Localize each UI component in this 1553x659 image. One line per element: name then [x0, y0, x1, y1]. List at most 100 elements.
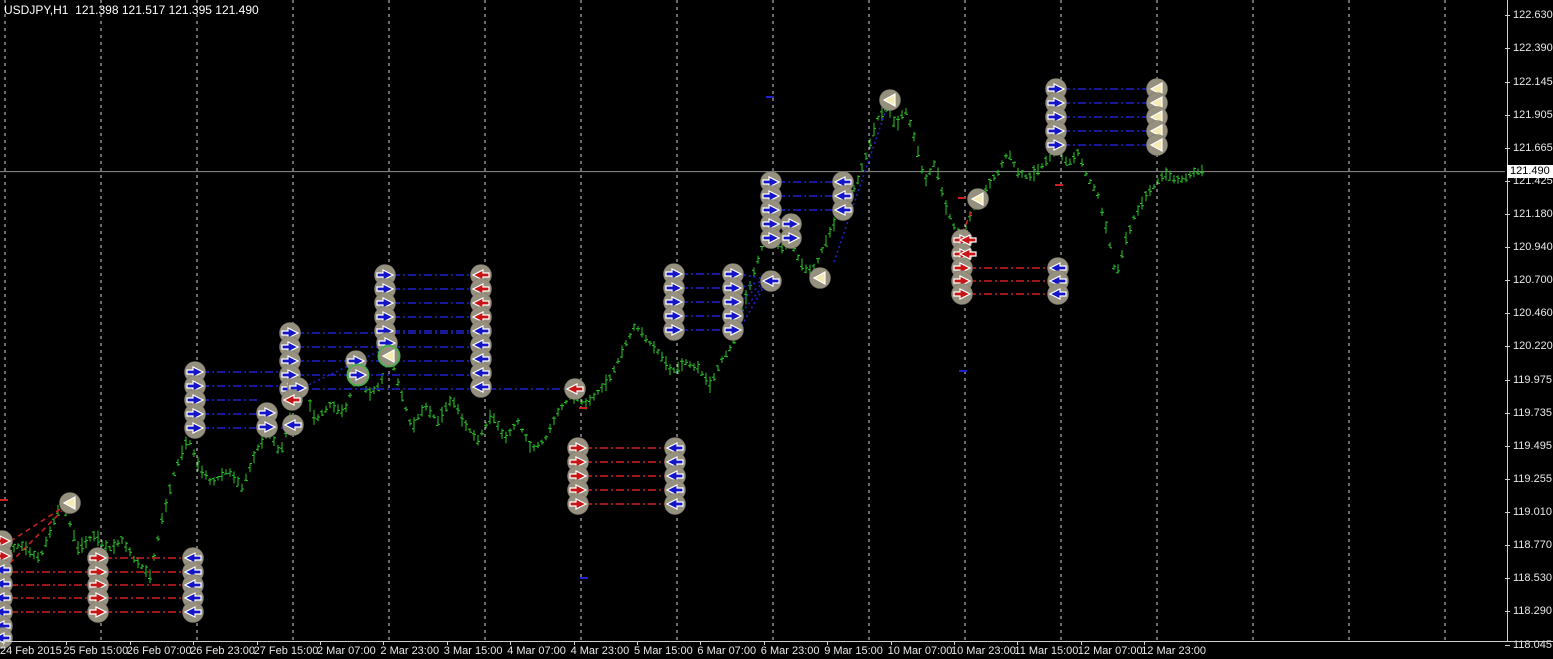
trade-marker-red-left[interactable]: [958, 248, 977, 260]
blue-right-arrow-icon: [762, 190, 781, 202]
trade-marker-yellow-left[interactable]: [377, 344, 401, 368]
time-axis-label: 25 Feb 15:00: [63, 645, 129, 657]
price-axis-label: 122.630: [1513, 9, 1553, 21]
blue-right-arrow-icon: [258, 421, 277, 433]
trade-marker-red-right[interactable]: [87, 601, 109, 623]
trade-marker-blue-right[interactable]: [256, 416, 278, 438]
trade-marker-red-left[interactable]: [281, 389, 303, 411]
trade-marker-blue-left[interactable]: [1047, 283, 1069, 305]
blue-left-arrow-icon: [665, 470, 684, 482]
red-right-arrow-icon: [953, 262, 972, 274]
trade-marker-blue-left[interactable]: [282, 414, 304, 436]
blue-left-arrow-icon: [183, 552, 202, 564]
blue-right-arrow-icon: [762, 218, 781, 230]
blue-left-arrow-icon: [665, 498, 684, 510]
trade-marker-red-right[interactable]: [567, 493, 589, 515]
trade-marker-yellow-left[interactable]: [809, 267, 831, 289]
price-axis-tick: [1505, 180, 1510, 182]
blue-left-arrow-icon: [833, 176, 852, 188]
price-axis-label: 120.940: [1513, 241, 1553, 254]
price-axis-tick: [1505, 214, 1510, 216]
trade-marker-blue-right[interactable]: [780, 227, 802, 249]
blue-right-arrow-icon: [782, 218, 801, 230]
trade-marker-blue-left[interactable]: [470, 376, 492, 398]
red-right-arrow-icon: [89, 552, 108, 564]
blue-right-arrow-icon: [186, 394, 205, 406]
blue-left-arrow-icon: [1048, 262, 1067, 274]
yellow-left-arrow-icon: [381, 348, 395, 364]
symbol-timeframe-label: USDJPY,H1: [4, 3, 69, 17]
price-bars: [0, 103, 1204, 584]
trade-marker-blue-left[interactable]: [832, 199, 854, 221]
time-axis-label: 6 Mar 07:00: [697, 645, 757, 657]
time-axis-label: 11 Mar 15:00: [1014, 645, 1079, 657]
blue-right-arrow-icon: [281, 327, 300, 339]
trade-marker-blue-left[interactable]: [760, 270, 782, 292]
trade-marker-blue-right[interactable]: [184, 417, 206, 439]
trade-marker-yellow-left[interactable]: [59, 492, 81, 514]
time-axis-label: 6 Mar 23:00: [760, 645, 820, 657]
time-axis-label: 12 Mar 07:00: [1077, 645, 1143, 657]
time-axis-tick: [129, 641, 131, 645]
red-right-arrow-icon: [569, 484, 588, 496]
trade-marker-yellow-left[interactable]: [879, 89, 901, 111]
blue-right-arrow-icon: [186, 422, 205, 434]
trade-marker-blue-right[interactable]: [663, 319, 685, 341]
red-right-arrow-icon: [953, 275, 972, 287]
trade-marker-blue-right[interactable]: [760, 227, 782, 249]
trade-marker-yellow-left[interactable]: [1146, 134, 1168, 156]
trade-marker-red-right[interactable]: [951, 283, 973, 305]
yellow-left-arrow-icon: [882, 92, 896, 108]
trade-line-red[interactable]: [2, 507, 63, 547]
time-axis-tick: [446, 641, 448, 645]
trade-line-blue[interactable]: [738, 281, 767, 317]
trade-marker-yellow-left[interactable]: [967, 188, 989, 210]
blue-right-arrow-icon: [724, 310, 743, 322]
red-right-arrow-icon: [89, 566, 108, 578]
blue-right-arrow-icon: [186, 366, 205, 378]
blue-right-arrow-icon: [376, 283, 395, 295]
price-axis-label: 120.460: [1513, 307, 1553, 320]
trade-marker-blue-right[interactable]: [1045, 134, 1067, 156]
trade-marker-red-left[interactable]: [958, 234, 977, 246]
blue-left-arrow-icon: [183, 592, 202, 604]
blue-right-arrow-icon: [1047, 83, 1066, 95]
trade-marker-red-left[interactable]: [564, 378, 586, 400]
trade-marker-blue-left[interactable]: [664, 493, 686, 515]
trade-marker-blue-left[interactable]: [182, 601, 204, 623]
trade-marker-blue-right[interactable]: [722, 319, 744, 341]
red-left-arrow-icon: [471, 269, 490, 281]
trade-line-red[interactable]: [961, 205, 975, 234]
price-axis-label: 122.390: [1513, 41, 1553, 54]
blue-right-arrow-icon: [782, 232, 801, 244]
blue-right-arrow-icon: [665, 282, 684, 294]
time-axis-tick: [256, 641, 258, 645]
price-axis-label: 121.180: [1513, 208, 1553, 221]
time-axis-tick: [1080, 641, 1082, 645]
time-axis-tick: [763, 641, 765, 645]
red-right-arrow-icon: [569, 470, 588, 482]
time-axis[interactable]: 24 Feb 2015 25 Feb 15:00 26 Feb 07:00 26 Fe…: [0, 641, 1553, 659]
price-axis[interactable]: 121.490 122.630 122.390 122.145 121.905 121.…: [1505, 0, 1553, 659]
trade-line-blue[interactable]: [299, 347, 387, 390]
trade-line-red[interactable]: [9, 510, 63, 564]
red-left-arrow-icon: [958, 234, 977, 246]
time-axis-tick: [954, 641, 955, 645]
blue-left-arrow-icon: [471, 339, 490, 351]
price-axis-tick: [1505, 412, 1510, 414]
time-axis-tick: [193, 641, 195, 645]
trade-line-blue[interactable]: [738, 280, 767, 303]
blue-right-arrow-icon: [1047, 97, 1066, 109]
trade-marker-red-right[interactable]: [0, 530, 13, 552]
trade-line-blue[interactable]: [738, 282, 767, 331]
trade-marker-blue-right[interactable]: [346, 363, 370, 387]
blue-right-arrow-icon: [762, 204, 781, 216]
blue-right-arrow-icon: [665, 296, 684, 308]
blue-right-arrow-icon: [186, 380, 205, 392]
red-left-arrow-icon: [565, 383, 584, 395]
time-axis-tick: [66, 641, 68, 645]
red-left-arrow-icon: [471, 311, 490, 323]
price-axis-label: 119.010: [1513, 506, 1552, 519]
